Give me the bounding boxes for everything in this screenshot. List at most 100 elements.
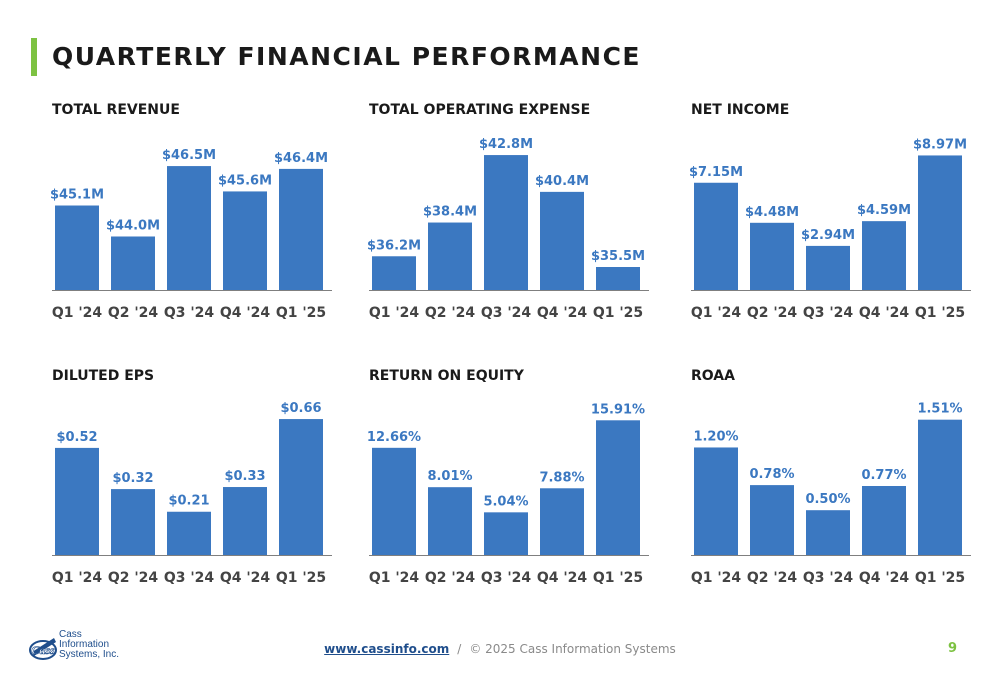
data-label: $0.33 xyxy=(224,469,265,484)
tick-label: Q1 '25 xyxy=(276,570,326,586)
tick-label: Q4 '24 xyxy=(859,570,910,586)
tick-label: Q2 '24 xyxy=(108,570,159,586)
data-label: $7.15M xyxy=(689,165,743,180)
bar xyxy=(540,191,584,290)
tick-label: Q4 '24 xyxy=(537,305,588,321)
copyright-text: © 2025 Cass Information Systems xyxy=(469,642,676,656)
tick-label: Q3 '24 xyxy=(803,305,854,321)
bar xyxy=(694,182,738,290)
tick-label: Q1 '25 xyxy=(276,305,326,321)
bar xyxy=(484,512,528,555)
tick-label: Q2 '24 xyxy=(425,305,476,321)
tick-label: Q3 '24 xyxy=(481,570,532,586)
data-label: $45.6M xyxy=(218,173,272,188)
page-number: 9 xyxy=(948,641,958,656)
data-label: 0.50% xyxy=(805,492,850,507)
tick-label: Q4 '24 xyxy=(220,305,271,321)
tick-label: Q3 '24 xyxy=(164,305,215,321)
chart-title: DILUTED EPS xyxy=(52,368,154,384)
bar xyxy=(750,222,794,290)
bar xyxy=(279,419,323,555)
bar xyxy=(806,245,850,290)
data-label: $8.97M xyxy=(913,137,967,152)
data-label: $40.4M xyxy=(535,174,589,189)
data-label: 12.66% xyxy=(367,430,421,445)
bar xyxy=(750,485,794,555)
logo-line: Systems, Inc. xyxy=(59,649,120,660)
data-label: $4.59M xyxy=(857,203,911,218)
bar xyxy=(596,420,640,555)
bar xyxy=(111,236,155,290)
bar xyxy=(372,256,416,290)
logo-line: Information xyxy=(59,639,110,650)
logo-text: Cass Information Systems, Inc. xyxy=(59,630,119,660)
bar xyxy=(167,166,211,290)
chart-title: NET INCOME xyxy=(691,102,789,118)
data-label: 0.77% xyxy=(861,468,906,483)
bar xyxy=(372,447,416,555)
footer-separator: / xyxy=(457,642,462,656)
data-label: 1.20% xyxy=(693,429,738,444)
data-label: $45.1M xyxy=(50,188,104,203)
data-label: 8.01% xyxy=(427,469,472,484)
tick-label: Q1 '24 xyxy=(369,570,420,586)
chart-diluted-eps: DILUTED EPS $0.52 Q1 '24 $0.32 Q2 '24 $0.21 Q3… xyxy=(52,368,332,586)
chart-title: TOTAL OPERATING EXPENSE xyxy=(369,102,590,118)
cass-logo: Cass Cass Information Systems, Inc. xyxy=(28,630,123,666)
bar xyxy=(862,486,906,555)
bar xyxy=(111,489,155,555)
logo-mark: Cass xyxy=(31,643,55,657)
data-label: $0.52 xyxy=(56,430,97,445)
charts-svg: TOTAL REVENUE $45.1M Q1 '24 $44.0M Q2 '24 $46… xyxy=(50,102,971,586)
chart-title: ROAA xyxy=(691,368,735,384)
bar xyxy=(918,155,962,290)
data-label: $44.0M xyxy=(106,218,160,233)
data-label: 7.88% xyxy=(539,470,584,485)
website-link[interactable]: www.cassinfo.com xyxy=(324,642,450,656)
charts-grid: TOTAL REVENUE $45.1M Q1 '24 $44.0M Q2 '24 $46… xyxy=(50,102,971,586)
logo-line: Cass xyxy=(59,629,82,640)
chart-net-income: NET INCOME $7.15M Q1 '24 $4.48M Q2 '24 $2.94M… xyxy=(689,102,971,321)
bar xyxy=(223,487,267,555)
chart-roaa: ROAA 1.20% Q1 '24 0.78% Q2 '24 0.50% Q3 '24 0.7… xyxy=(691,368,971,586)
chart-total-revenue: TOTAL REVENUE $45.1M Q1 '24 $44.0M Q2 '24 $46… xyxy=(50,102,332,321)
bar xyxy=(428,222,472,290)
data-label: $35.5M xyxy=(591,249,645,264)
tick-label: Q1 '24 xyxy=(369,305,420,321)
slide-title: QUARTERLY FINANCIAL PERFORMANCE xyxy=(52,42,641,71)
bar xyxy=(167,511,211,555)
chart-title: RETURN ON EQUITY xyxy=(369,368,525,384)
data-label: $36.2M xyxy=(367,238,421,253)
tick-label: Q4 '24 xyxy=(537,570,588,586)
cass-logo-icon: Cass xyxy=(29,638,57,660)
bar xyxy=(918,419,962,555)
tick-label: Q1 '25 xyxy=(593,570,643,586)
data-label: $2.94M xyxy=(801,228,855,243)
tick-label: Q4 '24 xyxy=(220,570,271,586)
tick-label: Q1 '25 xyxy=(593,305,643,321)
bar xyxy=(223,191,267,290)
tick-label: Q3 '24 xyxy=(481,305,532,321)
chart-return-on-equity: RETURN ON EQUITY 12.66% Q1 '24 8.01% Q2 '24 5… xyxy=(367,368,649,586)
bar xyxy=(484,155,528,290)
tick-label: Q2 '24 xyxy=(108,305,159,321)
chart-total-operating-expense: TOTAL OPERATING EXPENSE $36.2M Q1 '24 $38.4… xyxy=(367,102,649,321)
tick-label: Q2 '24 xyxy=(425,570,476,586)
bar xyxy=(279,168,323,290)
tick-label: Q2 '24 xyxy=(747,570,798,586)
chart-title: TOTAL REVENUE xyxy=(52,102,180,118)
bar xyxy=(596,267,640,290)
tick-label: Q1 '24 xyxy=(691,305,742,321)
bar xyxy=(862,221,906,290)
bar xyxy=(55,447,99,555)
tick-label: Q1 '25 xyxy=(915,570,965,586)
data-label: 0.78% xyxy=(749,467,794,482)
bar xyxy=(55,205,99,290)
tick-label: Q1 '25 xyxy=(915,305,965,321)
tick-label: Q3 '24 xyxy=(164,570,215,586)
data-label: $46.4M xyxy=(274,151,328,166)
bar xyxy=(806,510,850,555)
data-label: $46.5M xyxy=(162,148,216,163)
bar xyxy=(540,488,584,555)
data-label: $38.4M xyxy=(423,205,477,220)
